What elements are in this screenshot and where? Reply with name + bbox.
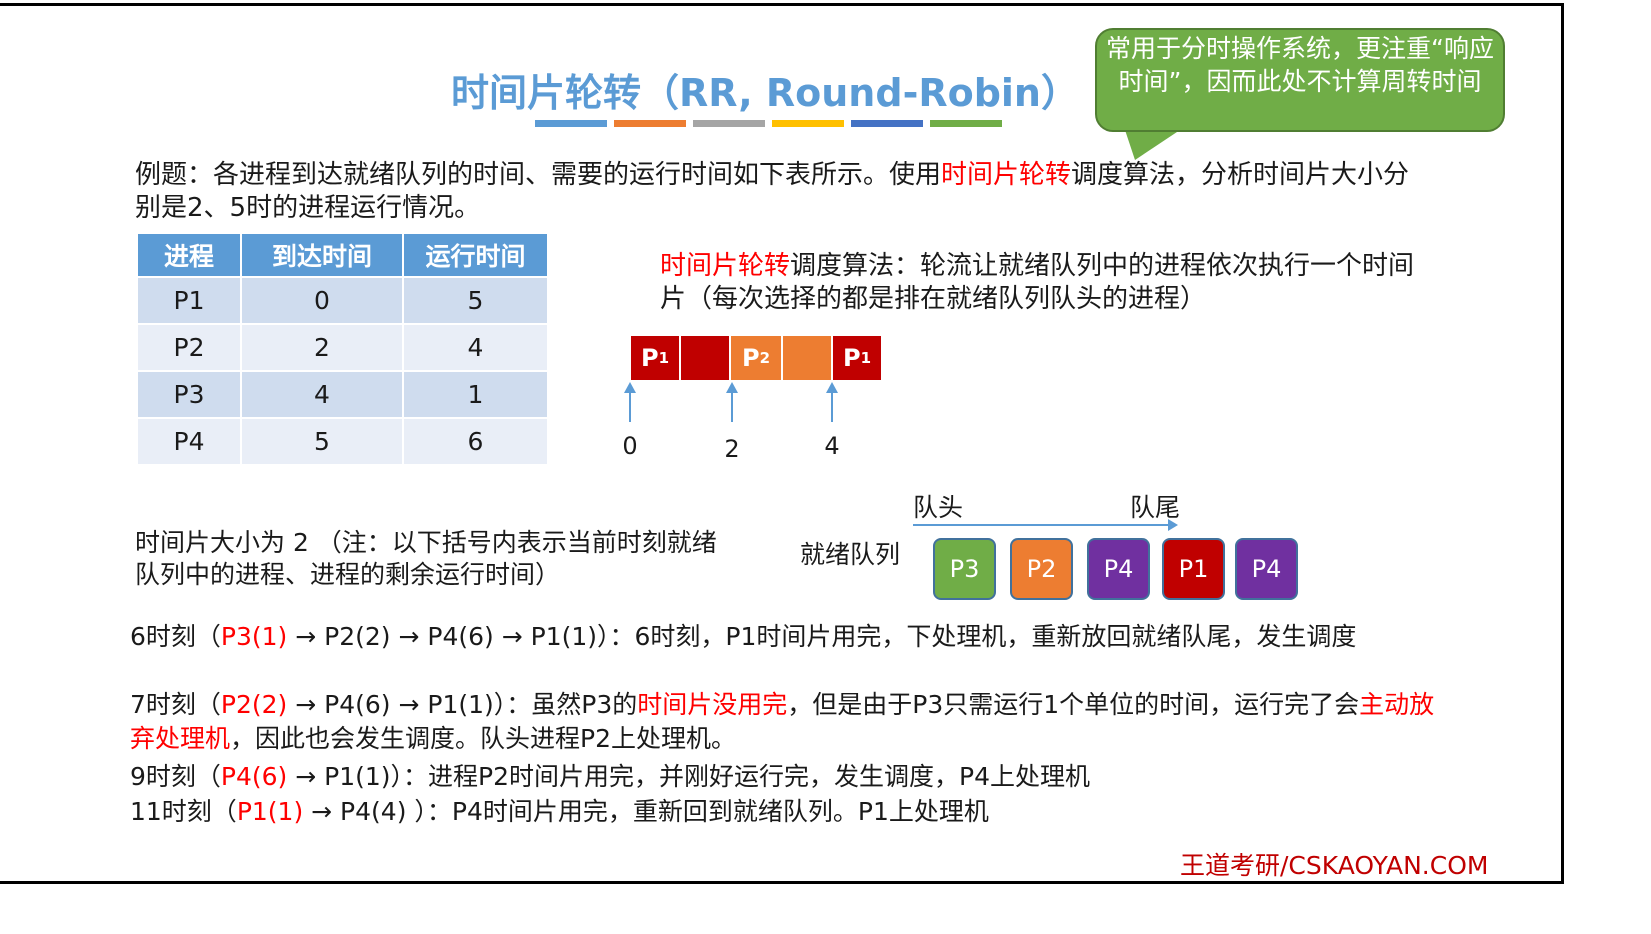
timeline-line-11: 11时刻（P1(1) → P4(4) ）：P4时间片用完，重新回到就绪队列。P1… xyxy=(130,795,1440,829)
t-red: P4(6) xyxy=(220,762,288,791)
cell: 0 xyxy=(240,276,404,325)
timeline-line-9: 9时刻（P4(6) → P1(1)）：进程P2时间片用完，并刚好运行完，发生调度… xyxy=(130,760,1440,794)
t: ，但是由于P3只需运行1个单位的时间，运行完了会 xyxy=(787,690,1360,719)
th: 进程 xyxy=(136,232,242,278)
cell: P3 xyxy=(136,370,242,419)
segment-sub: 1 xyxy=(658,349,670,367)
segment-label: P xyxy=(842,344,861,372)
t: 6时刻（ xyxy=(130,622,221,651)
th: 到达时间 xyxy=(240,232,404,278)
time-tick-label: 2 xyxy=(724,435,740,463)
segment-sub: 2 xyxy=(759,349,771,367)
color-bar xyxy=(772,120,844,127)
intro-highlight: 时间片轮转 xyxy=(941,160,1072,190)
timeline-line-6: 6时刻（P3(1) → P2(2) → P4(6) → P1(1)）：6时刻，P… xyxy=(130,620,1440,654)
table-row: P3 4 1 xyxy=(136,370,549,419)
process-table: 进程 到达时间 运行时间 P1 0 5 P2 2 4 P3 4 1 P4 5 6 xyxy=(136,232,549,466)
th: 运行时间 xyxy=(402,232,549,278)
queue-head-label: 队头 xyxy=(913,493,964,522)
title-color-bars xyxy=(535,120,1002,127)
callout-tail xyxy=(1125,130,1180,160)
t-red: 时间片没用完 xyxy=(637,690,788,719)
callout-bubble: 常用于分时操作系统，更注重“响应时间”，因而此处不计算周转时间 xyxy=(1095,28,1505,132)
time-arrow-icon xyxy=(726,382,738,422)
gantt-segment xyxy=(783,336,833,380)
color-bar xyxy=(693,120,765,127)
t: 11时刻（ xyxy=(130,797,237,826)
queue-tail-label: 队尾 xyxy=(1130,493,1181,522)
t: → P4(6) → P1(1)）：虽然P3的 xyxy=(287,690,638,719)
t-red: P2(2) xyxy=(220,690,288,719)
queue-direction-arrow xyxy=(913,524,1171,526)
t: → P4(4) ）：P4时间片用完，重新回到就绪队列。P1上处理机 xyxy=(303,797,989,826)
segment-sub: 1 xyxy=(860,349,872,367)
segment-label: P xyxy=(741,344,760,372)
time-tick-label: 0 xyxy=(622,432,638,460)
cell: 5 xyxy=(240,417,404,466)
t-red: P1(1) xyxy=(236,797,304,826)
definition-body: 调度算法：轮流让就绪队列中的进程依次执行一个时间片（每次选择的都是排在就绪队列队… xyxy=(660,251,1415,314)
queue-item: P4 xyxy=(1087,538,1150,600)
slide-title: 时间片轮转（RR, Round-Robin） xyxy=(451,71,1079,115)
cell: P4 xyxy=(136,417,242,466)
queue-item: P2 xyxy=(1010,538,1073,600)
cell: P1 xyxy=(136,276,242,325)
t: 9时刻（ xyxy=(130,762,221,791)
queue-item: P3 xyxy=(933,538,996,600)
cell: 4 xyxy=(402,323,549,372)
t: → P1(1)）：进程P2时间片用完，并刚好运行完，发生调度，P4上处理机 xyxy=(287,762,1091,791)
definition-highlight: 时间片轮转 xyxy=(660,251,791,281)
note-text: 时间片大小为 2 （注：以下括号内表示当前时刻就绪队列中的进程、进程的剩余运行时… xyxy=(135,528,717,589)
time-arrow-icon xyxy=(826,382,838,422)
table-row: P1 0 5 xyxy=(136,276,549,325)
intro-text: 例题：各进程到达就绪队列的时间、需要的运行时间如下表所示。使用时间片轮转调度算法… xyxy=(135,159,1435,225)
table-row: P4 5 6 xyxy=(136,417,549,466)
cell: P2 xyxy=(136,323,242,372)
arrow-head-icon xyxy=(1168,519,1178,531)
queue-item: P4 xyxy=(1235,538,1298,600)
intro-c: 调度算法，分析时间片大小分别是2、5时的进程运行情况。 xyxy=(135,160,1410,223)
intro-a: 例题：各进程到达就绪队列的时间、需要的运行时间如下表所示。使用 xyxy=(135,160,942,190)
cell: 6 xyxy=(402,417,549,466)
cell: 2 xyxy=(240,323,404,372)
color-bar xyxy=(535,120,607,127)
t: ，因此也会发生调度。队头进程P2上处理机。 xyxy=(230,724,736,753)
cell: 4 xyxy=(240,370,404,419)
slide-frame xyxy=(0,3,1564,884)
definition-text: 时间片轮转调度算法：轮流让就绪队列中的进程依次执行一个时间片（每次选择的都是排在… xyxy=(660,250,1430,316)
color-bar xyxy=(614,120,686,127)
t-red: 主动放弃处理机 xyxy=(130,690,1435,753)
segment-label: P xyxy=(640,344,659,372)
ready-queue-label: 就绪队列 xyxy=(800,540,901,569)
color-bar xyxy=(851,120,923,127)
t: 7时刻（ xyxy=(130,690,221,719)
timeline-line-7: 7时刻（P2(2) → P4(6) → P1(1)）：虽然P3的时间片没用完，但… xyxy=(130,688,1440,756)
time-arrow-icon xyxy=(624,382,636,422)
t-red: P3(1) xyxy=(220,622,288,651)
footer-brand: 王道考研/CSKAOYAN.COM xyxy=(1180,851,1489,880)
cell: 5 xyxy=(402,276,549,325)
t: → P2(2) → P4(6) → P1(1)）：6时刻，P1时间片用完，下处理… xyxy=(287,622,1357,651)
queue-item: P1 xyxy=(1162,538,1225,600)
gantt-segment xyxy=(681,336,731,380)
table-row: P2 2 4 xyxy=(136,323,549,372)
cell: 1 xyxy=(402,370,549,419)
time-tick-label: 4 xyxy=(824,432,840,460)
color-bar xyxy=(930,120,1002,127)
